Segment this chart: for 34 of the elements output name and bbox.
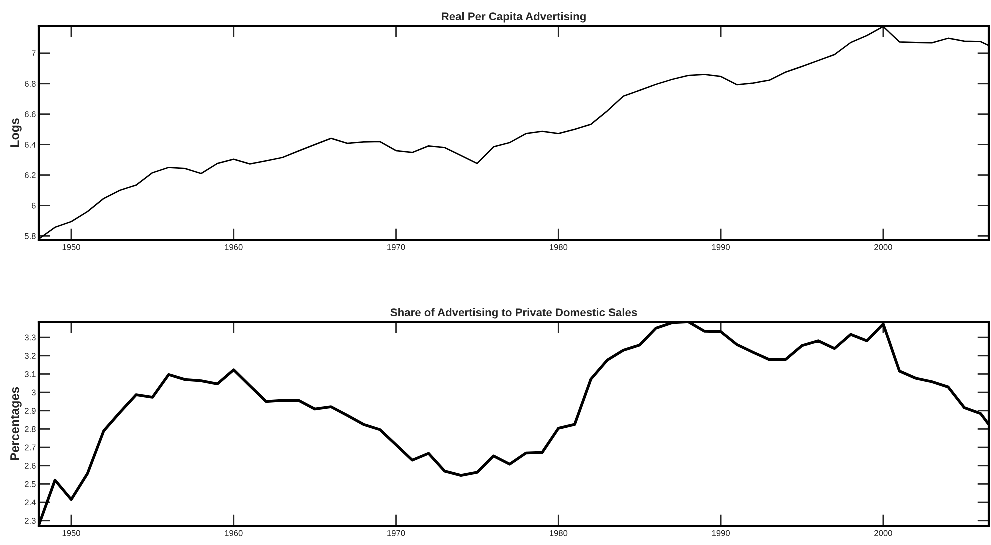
y-tick-label: 6.4 bbox=[25, 142, 36, 148]
x-tick-label: 2000 bbox=[874, 244, 892, 250]
x-tick-label: 1970 bbox=[388, 244, 406, 250]
x-tick-label: 1970 bbox=[388, 530, 406, 536]
x-tick-label: 1990 bbox=[712, 244, 730, 250]
y-tick-label: 2.9 bbox=[25, 408, 36, 414]
x-tick-label: 1980 bbox=[550, 530, 568, 536]
x-tick-label: 2000 bbox=[874, 530, 892, 536]
y-tick-label: 2.8 bbox=[25, 426, 36, 432]
y-tick-label: 6 bbox=[32, 202, 36, 209]
y-tick-label: 3 bbox=[32, 390, 36, 396]
chart-title: Share of Advertising to Private Domestic Sales bbox=[390, 308, 638, 319]
x-tick-label: 1950 bbox=[62, 244, 80, 250]
y-tick-label: 2.4 bbox=[25, 500, 36, 506]
x-tick-label: 1950 bbox=[62, 530, 80, 536]
x-tick-label: 1990 bbox=[712, 530, 730, 536]
y-tick-label: 5.8 bbox=[24, 233, 36, 240]
y-tick-label: 2.5 bbox=[25, 481, 36, 488]
y-tick-label: 3.2 bbox=[24, 353, 36, 360]
y-axis-title: Percentages bbox=[10, 387, 22, 460]
y-tick-label: 6.6 bbox=[25, 112, 36, 118]
y-tick-label: 3.3 bbox=[24, 334, 36, 341]
chart-title: Real Per Capita Advertising bbox=[442, 12, 586, 23]
x-tick-label: 1960 bbox=[225, 244, 243, 250]
x-tick-label: 1980 bbox=[550, 244, 568, 250]
y-axis-title: Logs bbox=[10, 118, 22, 148]
y-tick-label: 6.2 bbox=[25, 172, 36, 178]
y-tick-label: 2.3 bbox=[25, 518, 36, 524]
y-tick-label: 2.7 bbox=[25, 444, 36, 451]
y-tick-label: 7 bbox=[32, 50, 36, 56]
y-tick-label: 3.1 bbox=[24, 371, 36, 378]
x-tick-label: 1960 bbox=[225, 530, 243, 536]
y-tick-label: 2.6 bbox=[25, 463, 36, 469]
y-tick-label: 6.8 bbox=[25, 81, 36, 87]
